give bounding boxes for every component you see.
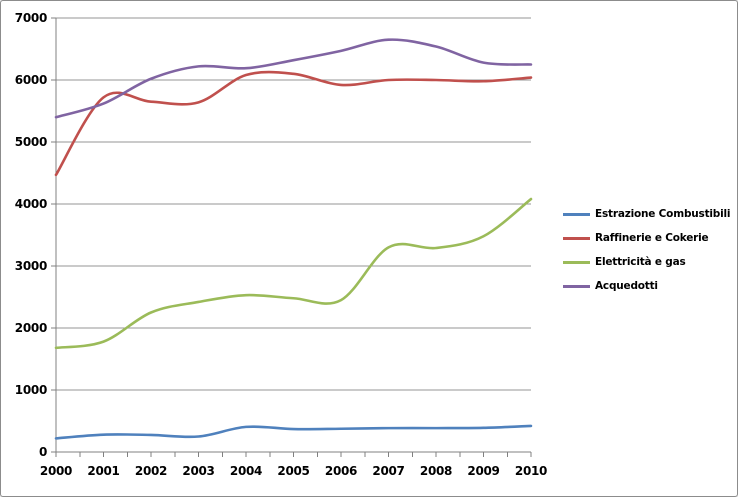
x-tick-label: 2010 xyxy=(515,464,547,478)
x-tick-label: 2002 xyxy=(135,464,167,478)
y-tick-label: 7000 xyxy=(15,11,47,25)
series-line-2[interactable] xyxy=(54,197,533,350)
legend-marker-line xyxy=(563,260,590,264)
y-tick-label: 0 xyxy=(39,445,47,459)
y-tick-label: 3000 xyxy=(15,259,47,273)
legend-marker-line xyxy=(563,284,590,288)
y-tick-label: 2000 xyxy=(15,321,47,335)
series-line-3[interactable] xyxy=(54,38,533,119)
y-tick-label: 6000 xyxy=(15,73,47,87)
legend-marker-line xyxy=(563,236,590,240)
x-tick-label: 2007 xyxy=(372,464,404,478)
y-tick-label: 1000 xyxy=(15,383,47,397)
y-tick-label: 5000 xyxy=(15,135,47,149)
series-line-1[interactable] xyxy=(54,70,533,177)
legend-item-0[interactable]: Estrazione Combustibili xyxy=(563,202,731,226)
y-tick-label: 4000 xyxy=(15,197,47,211)
legend-item-2[interactable]: Elettricità e gas xyxy=(563,250,730,274)
x-tick-label: 2000 xyxy=(40,464,72,478)
legend-item-3[interactable]: Acquedotti xyxy=(563,274,730,298)
x-tick-label: 2008 xyxy=(420,464,452,478)
legend-label: Acquedotti xyxy=(595,280,658,292)
legend-label: Elettricità e gas xyxy=(595,256,686,268)
x-tick-label: 2004 xyxy=(230,464,262,478)
legend-label: Raffinerie e Cokerie xyxy=(595,232,709,244)
legend-label: Estrazione Combustibili xyxy=(595,208,731,220)
x-tick-label: 2005 xyxy=(277,464,309,478)
series-line-0[interactable] xyxy=(54,424,533,440)
legend: Estrazione Combustibili Raffinerie e Coke… xyxy=(563,202,731,298)
x-tick-label: 2009 xyxy=(467,464,499,478)
x-tick-label: 2003 xyxy=(182,464,214,478)
legend-marker-line xyxy=(563,212,590,216)
x-tick-label: 2001 xyxy=(87,464,119,478)
x-tick-label: 2006 xyxy=(325,464,357,478)
legend-item-1[interactable]: Raffinerie e Cokerie xyxy=(563,226,730,250)
